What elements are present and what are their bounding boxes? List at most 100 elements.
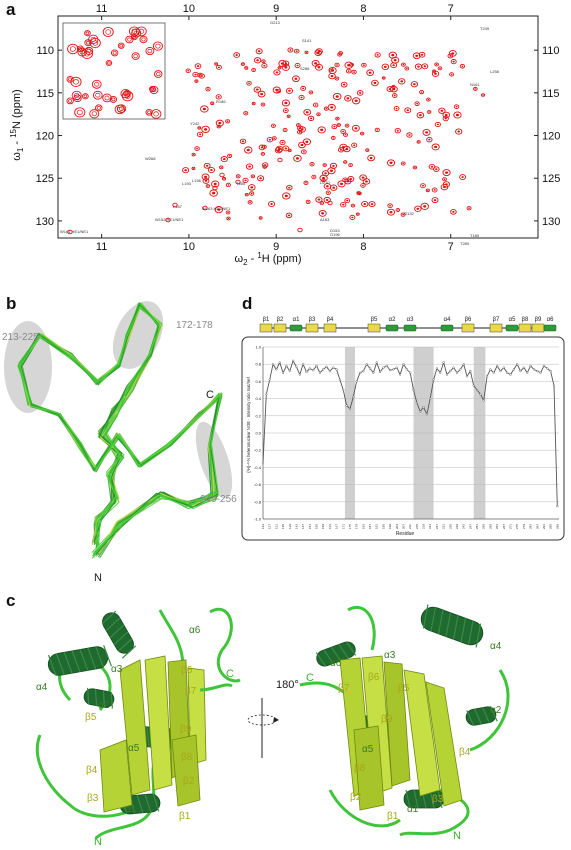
hsqc-peak	[294, 63, 301, 69]
hsqc-peak	[198, 73, 205, 79]
hsqc-peak-core	[452, 210, 455, 213]
structure-ensemble	[4, 301, 233, 559]
noe-x-tick-label: 159	[321, 524, 325, 529]
hsqc-peak	[404, 107, 412, 114]
hsqc-peak-core	[420, 53, 424, 56]
ss-strand	[305, 323, 319, 333]
hsqc-peak	[244, 192, 249, 197]
hsqc-peak	[251, 101, 256, 106]
hsqc-y-tick-label-left: 110	[36, 45, 54, 57]
right-ss-label: β6	[368, 672, 380, 683]
hsqc-peak	[242, 177, 249, 183]
hsqc-peak-core	[338, 124, 340, 126]
hsqc-peak	[297, 227, 303, 233]
hsqc-peak	[277, 66, 282, 70]
hsqc-peak-core	[332, 137, 335, 139]
hsqc-peak	[442, 111, 451, 119]
inset-peak-inner	[104, 95, 110, 101]
inset-peak-inner	[94, 81, 100, 87]
noe-point	[335, 368, 338, 371]
hsqc-peak-core	[284, 109, 287, 112]
hsqc-peak	[398, 78, 406, 85]
noe-y-tick-label: 0.0	[255, 431, 261, 436]
hsqc-peak-core	[309, 117, 313, 120]
hsqc-peak	[210, 101, 215, 106]
hsqc-peak	[412, 165, 418, 170]
inset-peak	[131, 28, 142, 38]
hsqc-peak	[316, 112, 321, 117]
inset-peak	[91, 79, 102, 89]
hsqc-peak-core	[350, 64, 353, 66]
hsqc-peak-core	[353, 144, 356, 147]
hsqc-peak-core	[305, 111, 309, 114]
hsqc-peak-core	[389, 161, 393, 165]
hsqc-peak-core	[366, 149, 368, 151]
hsqc-peak-core	[433, 189, 436, 191]
hsqc-peak-core	[260, 92, 264, 96]
hsqc-peak-core	[199, 133, 202, 136]
hsqc-peak	[406, 132, 413, 138]
inset-peak-inner	[84, 50, 91, 57]
inset-peak	[95, 104, 103, 112]
right-ss-label: α6	[330, 658, 342, 669]
noe-x-tick-label: 251	[475, 524, 479, 529]
hsqc-peak-core	[284, 147, 288, 150]
inset-peak-inner	[127, 37, 132, 42]
hsqc-x-tick-label-top: 7	[448, 3, 454, 15]
hsqc-peak-label: W268	[145, 156, 156, 161]
inset-peak-inner	[155, 43, 161, 49]
hsqc-peak	[191, 152, 196, 157]
inset-peak	[81, 48, 93, 59]
hsqc-peak-core	[444, 113, 448, 117]
hsqc-peak-core	[325, 198, 329, 202]
hsqc-peak-core	[402, 162, 405, 165]
hsqc-peak	[260, 151, 266, 156]
noe-x-tick-label: 135	[281, 524, 285, 529]
hsqc-peak	[394, 128, 401, 134]
hsqc-peak-core	[324, 172, 327, 175]
hsqc-peak-core	[435, 168, 438, 171]
hsqc-peak-core	[408, 134, 411, 136]
noe-point	[328, 369, 331, 373]
hsqc-peak-core	[196, 65, 200, 68]
hsqc-peak	[227, 153, 233, 158]
noe-point	[455, 371, 459, 374]
hsqc-peak	[282, 108, 289, 114]
noe-point	[429, 397, 432, 400]
inset-peak-inner	[91, 111, 97, 117]
left-ss-label: α5	[128, 743, 140, 754]
hsqc-peak-core	[252, 175, 254, 177]
hsqc-peak-core	[392, 86, 395, 88]
hsqc-y-tick-label-left: 125	[36, 173, 54, 185]
hsqc-peak	[285, 212, 293, 219]
hsqc-x-tick-label-bottom: 10	[183, 241, 195, 253]
hsqc-peak	[279, 139, 286, 146]
hsqc-peak-core	[284, 66, 288, 69]
hsqc-peak-core	[370, 203, 374, 206]
hsqc-peak-core	[416, 102, 419, 105]
hsqc-peak-core	[361, 132, 363, 135]
noe-x-tick-label: 155	[315, 524, 319, 529]
inset-peak	[84, 39, 92, 47]
noe-point	[439, 371, 442, 374]
inset-peak-inner	[132, 35, 137, 39]
hsqc-peak-core	[450, 73, 453, 76]
right-c-terminus-label: C	[306, 672, 314, 684]
hsqc-peak-core	[302, 151, 305, 153]
hsqc-y-tick-label-right: 120	[542, 131, 560, 143]
ensemble-n-terminus-label: N	[94, 572, 102, 584]
inset-peak	[71, 90, 82, 100]
hsqc-peak	[425, 188, 430, 193]
noe-point	[412, 388, 415, 392]
hsqc-peak	[292, 75, 300, 83]
noe-point	[546, 367, 549, 370]
inset-peak	[73, 94, 82, 103]
hsqc-peak	[386, 208, 395, 216]
hsqc-peak	[344, 61, 354, 69]
ss-strand	[323, 323, 337, 333]
hsqc-peak-core	[220, 166, 222, 168]
hsqc-peak-core	[215, 63, 217, 65]
inset-peak	[131, 33, 138, 41]
ss-strand	[273, 323, 287, 333]
hsqc-peak	[335, 116, 340, 121]
